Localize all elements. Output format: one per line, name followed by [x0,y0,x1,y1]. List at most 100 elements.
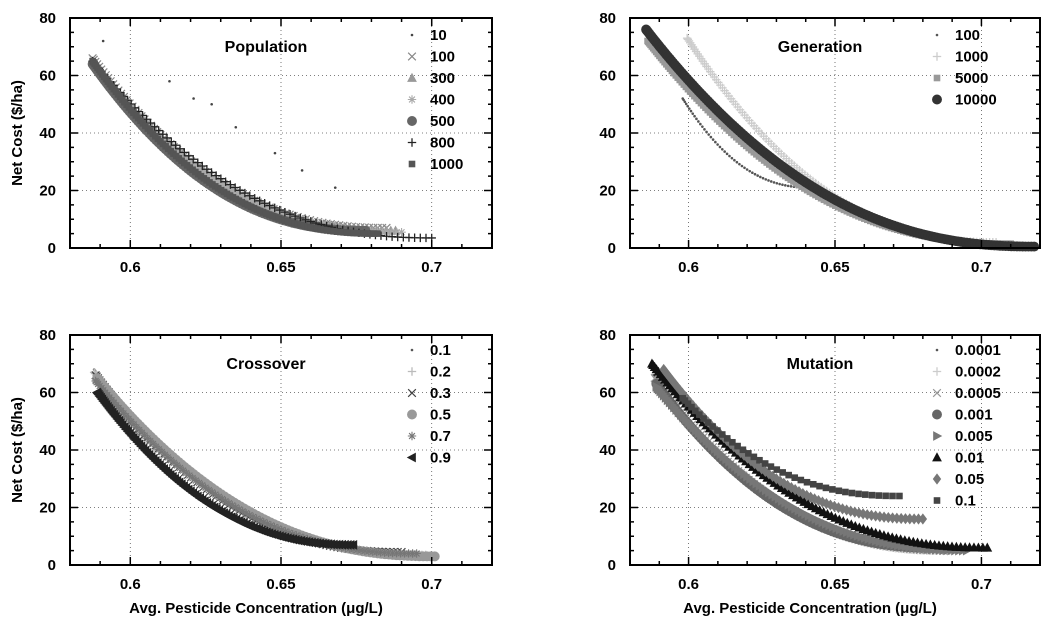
data-point [718,431,726,438]
data-point [205,171,215,181]
legend-label: 0.0001 [955,342,1001,359]
data-point [790,484,800,496]
legend-marker [410,348,414,352]
data-point [228,501,237,510]
data-point [180,148,189,157]
legend-marker [407,95,417,104]
legend-label: 1000 [955,49,988,66]
data-point [682,98,685,102]
data-point [745,168,749,171]
data-point [211,490,220,499]
chart-panel-1: 0.6 0.65 0.7 0 20 40 60 80 Population Net Cost ($… [9,10,493,276]
x-tick-label: 0.65 [820,576,849,593]
data-point [855,490,862,498]
data-point [167,137,176,146]
data-point [709,135,713,139]
legend-marker [407,116,417,126]
data-point [160,136,169,145]
ticks [629,334,1041,566]
data-point [247,195,256,205]
data-point [241,509,251,518]
chart-panel-2: 0.6 0.65 0.7 0 20 40 60 80 Generation 100 1000 5000… [599,10,1041,276]
data-point [802,489,811,502]
data-point [756,456,763,464]
data-point [340,229,347,236]
data-point [714,427,721,434]
data-point [689,109,693,113]
legend-marker [932,409,942,420]
x-tick-label: 0.6 [120,576,141,593]
y-tick-label: 20 [39,183,56,200]
data-point [226,180,235,189]
data-point [259,517,268,527]
data-point [353,229,361,237]
data-points [89,368,440,562]
series-5 [91,387,358,550]
data-point [221,496,230,506]
data-point [378,227,387,237]
x-tick-label: 0.65 [266,259,295,276]
data-point [333,228,341,235]
legend-marker [407,388,417,398]
data-point [772,181,776,184]
data-point [875,510,885,523]
legend-marker [932,388,942,398]
data-point [816,482,823,490]
legend-marker [932,452,942,462]
data-point [743,166,746,170]
y-tick-label: 20 [599,183,616,200]
data-point [255,196,264,206]
data-point [786,184,790,188]
legend-label: 400 [430,92,455,109]
data-point [198,161,207,171]
data-point [683,100,687,104]
data-point [838,503,847,515]
data-point [213,177,223,186]
data-point [896,492,903,500]
data-point [879,511,889,523]
series-0 [652,373,954,552]
panel-title: Population [225,39,308,56]
data-point [759,175,762,179]
data-point [245,191,254,200]
data-point [345,544,354,553]
data-point [753,172,757,176]
data-point [214,492,223,502]
data-point [191,476,201,485]
data-point [192,97,195,100]
legend-label: 0.5 [430,407,451,424]
data-point [791,474,799,481]
data-point [211,171,221,180]
panel-title: Mutation [787,356,854,373]
series-6 [659,363,928,525]
data-point [723,150,726,153]
data-point [818,496,827,508]
data-point [768,470,777,482]
data-point [739,446,747,454]
data-point [772,473,781,485]
x-tick-label: 0.7 [971,259,992,276]
data-point [350,229,357,237]
data-point [295,532,305,541]
data-point [158,130,168,139]
y-tick-label: 40 [599,125,616,142]
data-point [387,227,397,237]
data-point [675,384,684,396]
data-point [333,186,337,189]
data-point [982,542,993,552]
data-point [186,157,195,167]
y-tick-label: 20 [39,500,56,517]
legend-label: 10000 [955,92,997,109]
data-point [684,400,692,407]
data-point [248,512,258,522]
chart-panel-3: 0.6 0.65 0.7 0 20 40 60 80 Crossover Net Cost ($/… [9,327,493,617]
data-point [822,498,831,510]
data-point [918,513,928,525]
legend-label: 0.9 [430,450,451,467]
data-point [210,102,213,106]
data-point [835,487,843,495]
data-point [150,122,159,131]
data-point [263,519,272,529]
data-point [224,499,234,508]
data-point [171,141,180,150]
